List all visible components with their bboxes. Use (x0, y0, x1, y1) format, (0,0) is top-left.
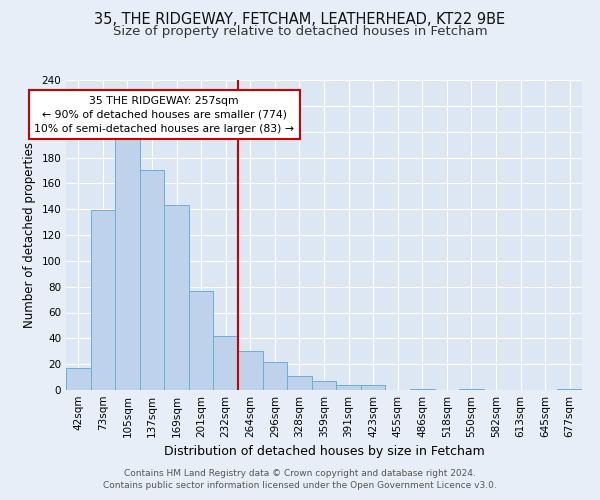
Bar (336, 385, 361, 390)
Bar (189, 290, 214, 390)
Text: Size of property relative to detached houses in Fetcham: Size of property relative to detached ho… (113, 25, 487, 38)
Bar (164, 206, 189, 390)
Bar (361, 385, 385, 390)
Bar (214, 336, 238, 390)
Bar (263, 362, 287, 390)
Bar (459, 388, 484, 390)
Bar (140, 170, 164, 390)
Bar (287, 376, 312, 390)
Text: Contains public sector information licensed under the Open Government Licence v3: Contains public sector information licen… (103, 481, 497, 490)
X-axis label: Distribution of detached houses by size in Fetcham: Distribution of detached houses by size … (164, 446, 484, 458)
Bar (238, 351, 263, 390)
Bar (557, 388, 582, 390)
Bar (66, 368, 91, 390)
Text: 35, THE RIDGEWAY, FETCHAM, LEATHERHEAD, KT22 9BE: 35, THE RIDGEWAY, FETCHAM, LEATHERHEAD, … (94, 12, 506, 28)
Bar (91, 210, 115, 390)
Text: Contains HM Land Registry data © Crown copyright and database right 2024.: Contains HM Land Registry data © Crown c… (124, 468, 476, 477)
Bar (312, 381, 336, 390)
Bar (410, 388, 434, 390)
Y-axis label: Number of detached properties: Number of detached properties (23, 142, 36, 328)
Bar (115, 136, 140, 390)
Text: 35 THE RIDGEWAY: 257sqm
← 90% of detached houses are smaller (774)
10% of semi-d: 35 THE RIDGEWAY: 257sqm ← 90% of detache… (34, 96, 294, 134)
